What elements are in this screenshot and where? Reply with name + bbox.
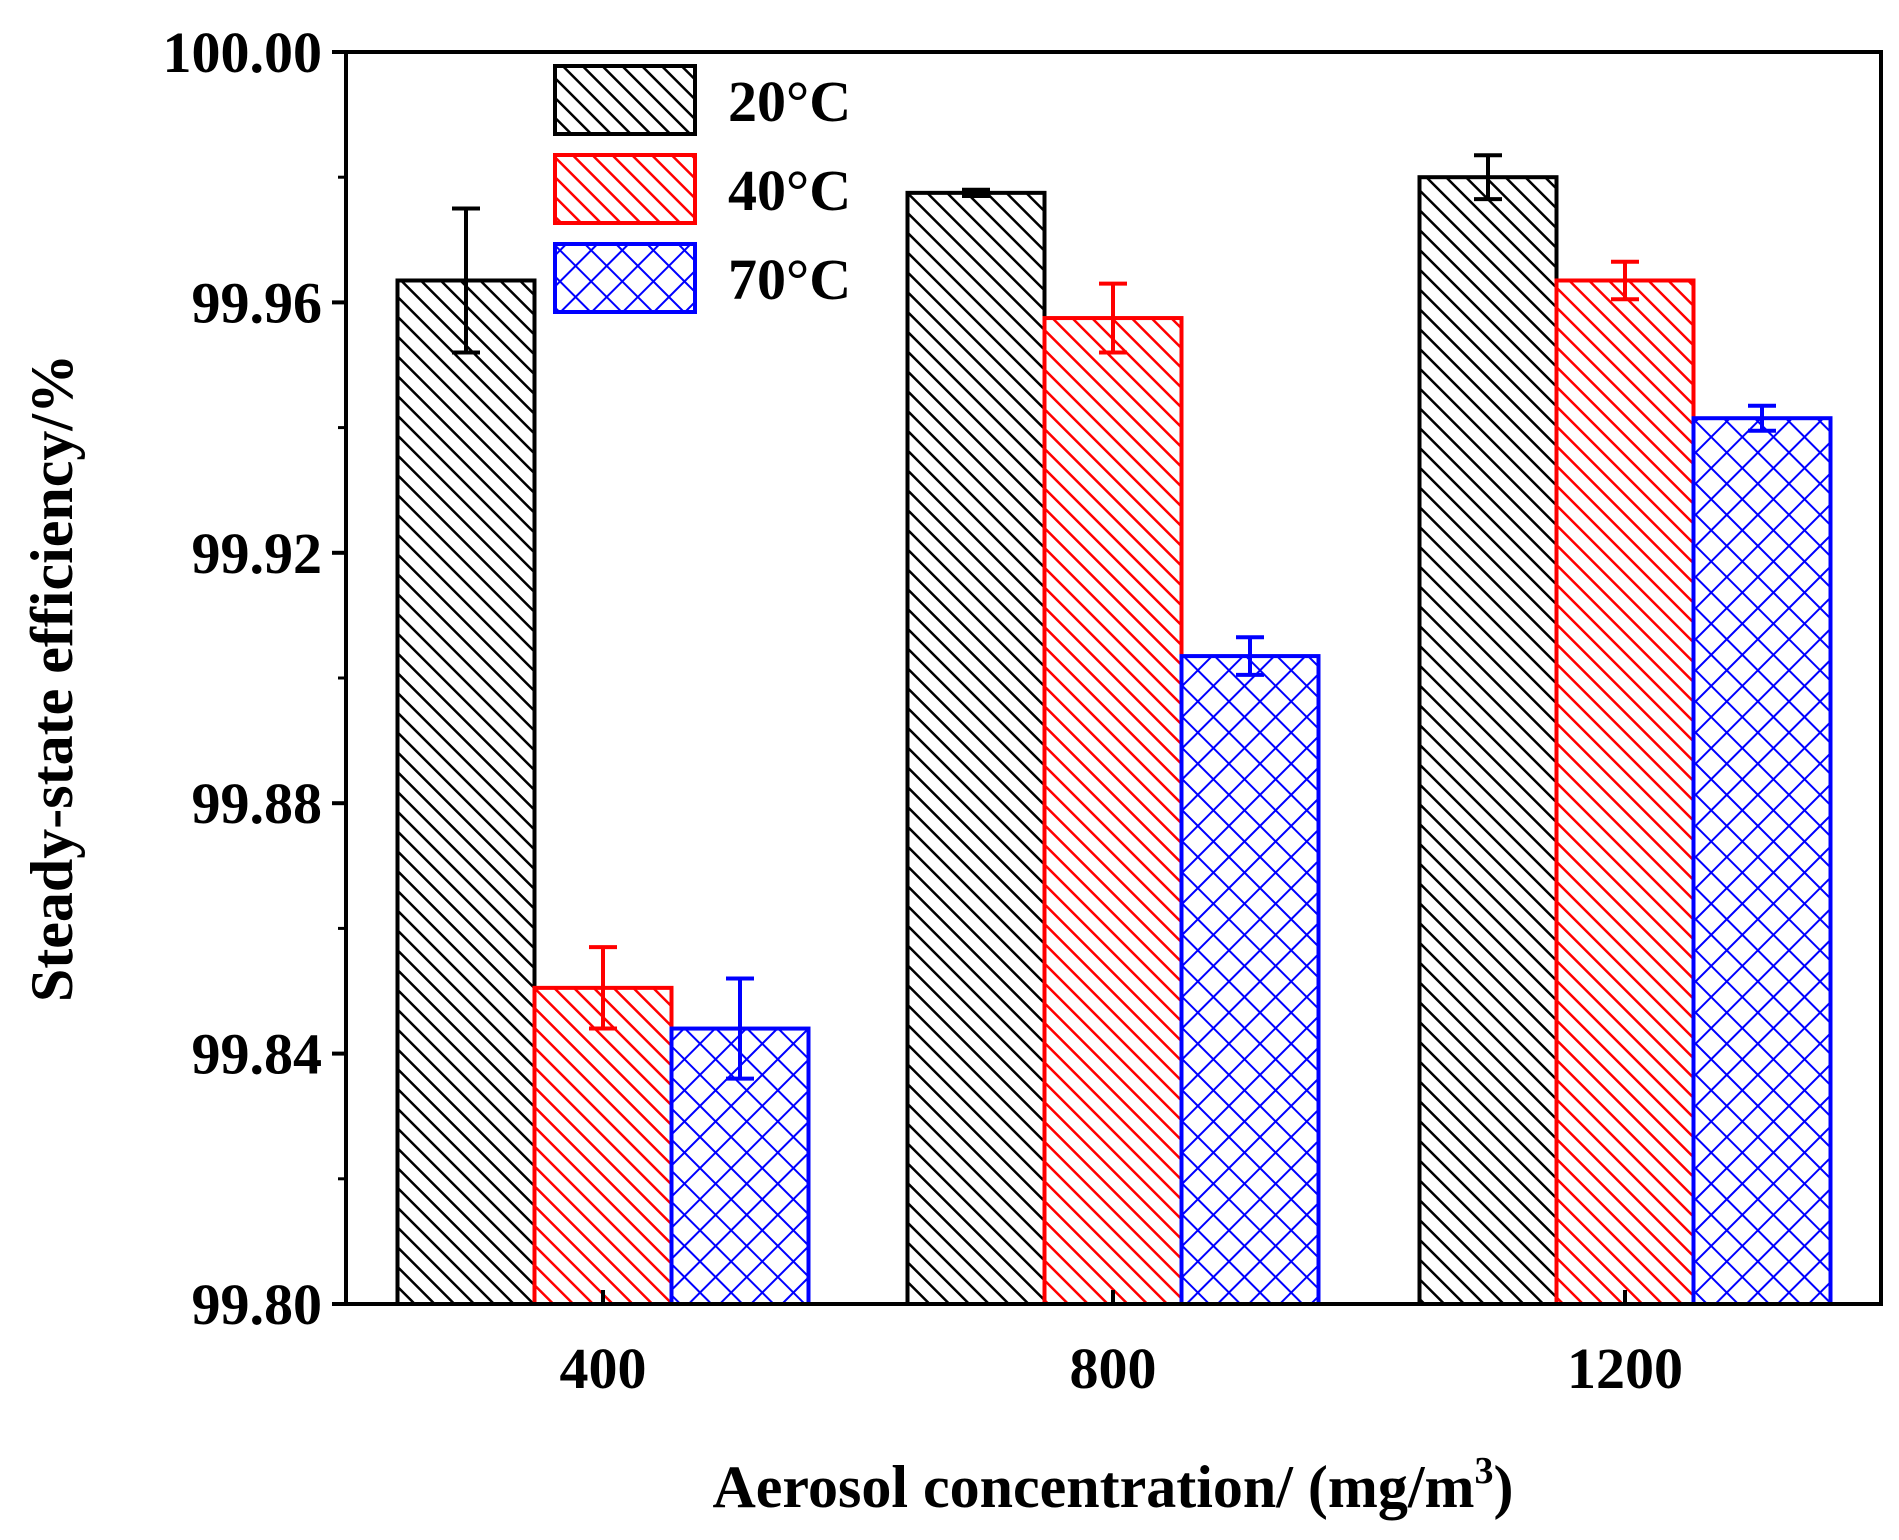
bar-40C-400 bbox=[532, 985, 674, 1306]
legend-label: 70°C bbox=[728, 247, 851, 312]
x-axis-title-main: Aerosol concentration/ (mg/m bbox=[712, 1454, 1474, 1520]
y-tick-label: 99.88 bbox=[192, 771, 323, 836]
y-tick-label: 99.80 bbox=[192, 1272, 323, 1337]
error-bar-40C-400 bbox=[589, 945, 617, 1031]
error-bar-20C-800 bbox=[962, 187, 990, 198]
y-tick-label: 99.92 bbox=[192, 521, 323, 586]
y-axis: 99.80 99.84 99.88 99.92 99.96 100.00 bbox=[163, 20, 346, 1337]
legend-swatch bbox=[553, 64, 697, 136]
bar-20C-400 bbox=[395, 278, 537, 1306]
bar-70C-800 bbox=[1179, 654, 1321, 1306]
x-axis: 400 800 1200 bbox=[560, 1290, 1683, 1401]
legend-swatch bbox=[553, 153, 697, 225]
legend: 20°C 40°C 70°C bbox=[553, 64, 851, 314]
x-axis-title: Aerosol concentration/ (mg/m3) bbox=[712, 1450, 1513, 1520]
x-tick-label-400: 400 bbox=[560, 1336, 647, 1401]
error-bar-40C-800 bbox=[1099, 281, 1127, 355]
x-axis-title-sup: 3 bbox=[1475, 1450, 1494, 1492]
legend-label: 20°C bbox=[728, 69, 851, 134]
legend-item-40C: 40°C bbox=[553, 153, 851, 225]
error-bar-40C-1200 bbox=[1611, 259, 1639, 302]
bar-40C-800 bbox=[1042, 316, 1184, 1306]
y-tick-label: 99.96 bbox=[192, 270, 323, 335]
y-tick-label: 100.00 bbox=[163, 20, 323, 85]
y-axis-title: Steady-state efficiency/% bbox=[19, 354, 85, 1002]
x-tick-label-800: 800 bbox=[1070, 1336, 1157, 1401]
legend-label: 40°C bbox=[728, 158, 851, 223]
error-bar-70C-800 bbox=[1236, 635, 1264, 677]
error-bar-20C-1200 bbox=[1474, 153, 1502, 202]
error-bars-layer bbox=[452, 153, 1776, 1081]
legend-item-20C: 20°C bbox=[553, 64, 851, 136]
y-tick-label: 99.84 bbox=[192, 1022, 323, 1087]
bar-40C-1200 bbox=[1554, 278, 1696, 1306]
error-bar-70C-400 bbox=[726, 976, 754, 1081]
bar-20C-800 bbox=[905, 190, 1047, 1307]
error-bar-70C-1200 bbox=[1748, 403, 1776, 433]
x-tick-label-1200: 1200 bbox=[1567, 1336, 1683, 1401]
legend-swatch bbox=[553, 242, 697, 314]
error-bar-20C-400 bbox=[452, 206, 480, 355]
legend-item-70C: 70°C bbox=[553, 242, 851, 314]
x-axis-title-close: ) bbox=[1494, 1454, 1514, 1520]
bar-70C-1200 bbox=[1691, 416, 1833, 1306]
bar-20C-1200 bbox=[1417, 175, 1559, 1307]
